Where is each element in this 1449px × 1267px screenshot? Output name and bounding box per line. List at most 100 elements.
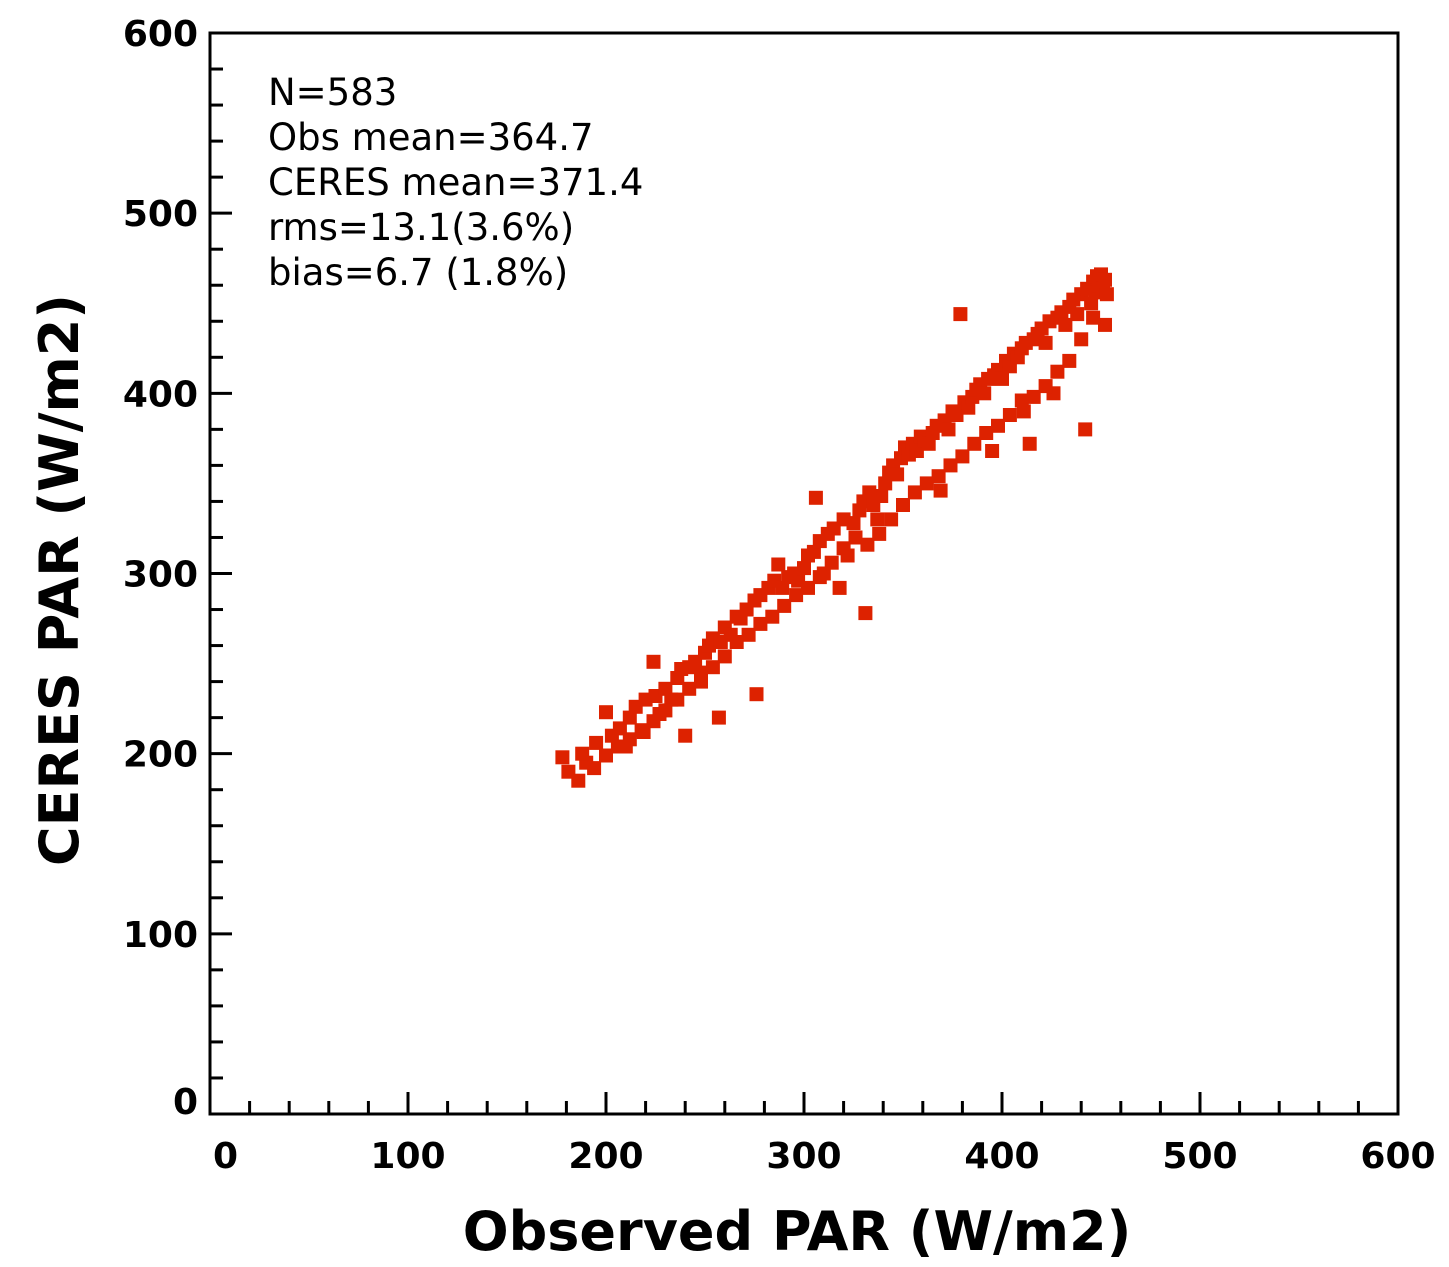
- data-point: [806, 544, 821, 559]
- y-tick-label: 200: [123, 735, 198, 776]
- data-point: [775, 580, 790, 595]
- data-point: [979, 426, 994, 440]
- data-point: [741, 627, 756, 642]
- data-points: [555, 267, 1114, 788]
- x-tick-label: 400: [964, 1136, 1039, 1177]
- data-point: [858, 606, 873, 621]
- data-point: [977, 386, 992, 401]
- data-point: [682, 681, 697, 696]
- data-point: [571, 773, 586, 788]
- data-point: [646, 714, 661, 729]
- data-point: [599, 748, 613, 763]
- x-axis-title: Observed PAR (W/m2): [463, 1200, 1132, 1263]
- data-point: [941, 422, 956, 437]
- data-point: [860, 537, 875, 552]
- data-point: [949, 408, 964, 422]
- data-point: [1084, 296, 1099, 311]
- data-point: [634, 723, 649, 738]
- data-point: [896, 498, 910, 512]
- data-point: [1078, 422, 1093, 437]
- data-point: [1070, 307, 1085, 322]
- data-point: [919, 476, 934, 491]
- data-point: [765, 609, 780, 624]
- y-tick-label: 600: [123, 14, 198, 55]
- data-point: [824, 555, 839, 570]
- y-axis-title: CERES PAR (W/m2): [28, 294, 91, 866]
- data-point: [961, 400, 976, 415]
- data-point: [812, 570, 827, 585]
- data-point: [846, 516, 861, 531]
- data-point: [862, 485, 877, 500]
- data-point: [610, 739, 625, 754]
- data-point: [1062, 353, 1077, 368]
- data-point: [1014, 393, 1029, 408]
- data-point: [808, 490, 823, 505]
- data-point: [995, 371, 1009, 386]
- data-point: [872, 526, 887, 541]
- data-point: [890, 467, 905, 482]
- data-point: [953, 307, 968, 322]
- data-point: [587, 761, 602, 776]
- data-point: [955, 449, 970, 464]
- data-point: [694, 674, 708, 689]
- data-point: [1098, 272, 1112, 287]
- plot-frame: [208, 31, 1400, 1116]
- x-tick-label: 300: [766, 1136, 841, 1177]
- data-point: [832, 580, 847, 595]
- data-point: [991, 418, 1005, 433]
- x-tick-label: 200: [568, 1136, 643, 1177]
- stats-line: N=583: [268, 71, 397, 114]
- axis-ticks: [208, 31, 1400, 1116]
- data-point: [943, 458, 958, 473]
- y-tick-label: 0: [173, 1082, 198, 1123]
- data-point: [777, 598, 792, 613]
- data-point: [658, 681, 673, 696]
- data-point: [801, 580, 815, 595]
- data-point: [985, 444, 1000, 458]
- y-tick-label: 400: [123, 374, 198, 415]
- data-point: [1038, 335, 1053, 350]
- y-tick-label: 500: [123, 194, 198, 235]
- data-point: [1099, 287, 1114, 302]
- data-point: [931, 469, 946, 484]
- x-tick-label: 600: [1360, 1136, 1435, 1177]
- x-tick-label: 0: [213, 1136, 238, 1177]
- data-point: [870, 512, 885, 527]
- data-point: [717, 649, 732, 664]
- stats-line: CERES mean=371.4: [268, 161, 643, 204]
- data-point: [612, 721, 627, 736]
- data-point: [1016, 404, 1031, 419]
- y-tick-label: 300: [123, 555, 198, 596]
- data-point: [1026, 389, 1041, 404]
- data-point: [753, 616, 768, 631]
- data-point: [771, 557, 786, 572]
- data-point: [705, 660, 720, 675]
- data-point: [711, 710, 726, 725]
- axis-tick-labels: 0 100 200 300 400 500 600 0 100 200 300 400 500 600: [123, 14, 1436, 1177]
- x-tick-label: 500: [1162, 1136, 1237, 1177]
- data-point: [1058, 317, 1073, 332]
- data-point: [884, 512, 899, 527]
- stats-line: rms=13.1(3.6%): [268, 206, 574, 249]
- data-point: [921, 436, 936, 451]
- data-point: [1050, 364, 1065, 379]
- data-point: [749, 687, 764, 702]
- data-point: [1038, 379, 1053, 394]
- data-point: [789, 588, 804, 603]
- data-point: [622, 732, 637, 747]
- data-point: [967, 436, 982, 451]
- stats-line: Obs mean=364.7: [268, 116, 594, 159]
- data-point: [874, 489, 889, 503]
- data-point: [933, 483, 948, 498]
- data-point: [555, 750, 570, 765]
- y-tick-label: 100: [123, 915, 198, 956]
- data-point: [646, 654, 661, 669]
- data-point: [729, 635, 744, 649]
- stats-line: bias=6.7 (1.8%): [268, 251, 568, 294]
- data-point: [797, 561, 811, 576]
- data-point: [678, 728, 693, 743]
- data-point: [909, 444, 924, 458]
- data-point: [575, 746, 590, 761]
- data-point: [878, 476, 893, 491]
